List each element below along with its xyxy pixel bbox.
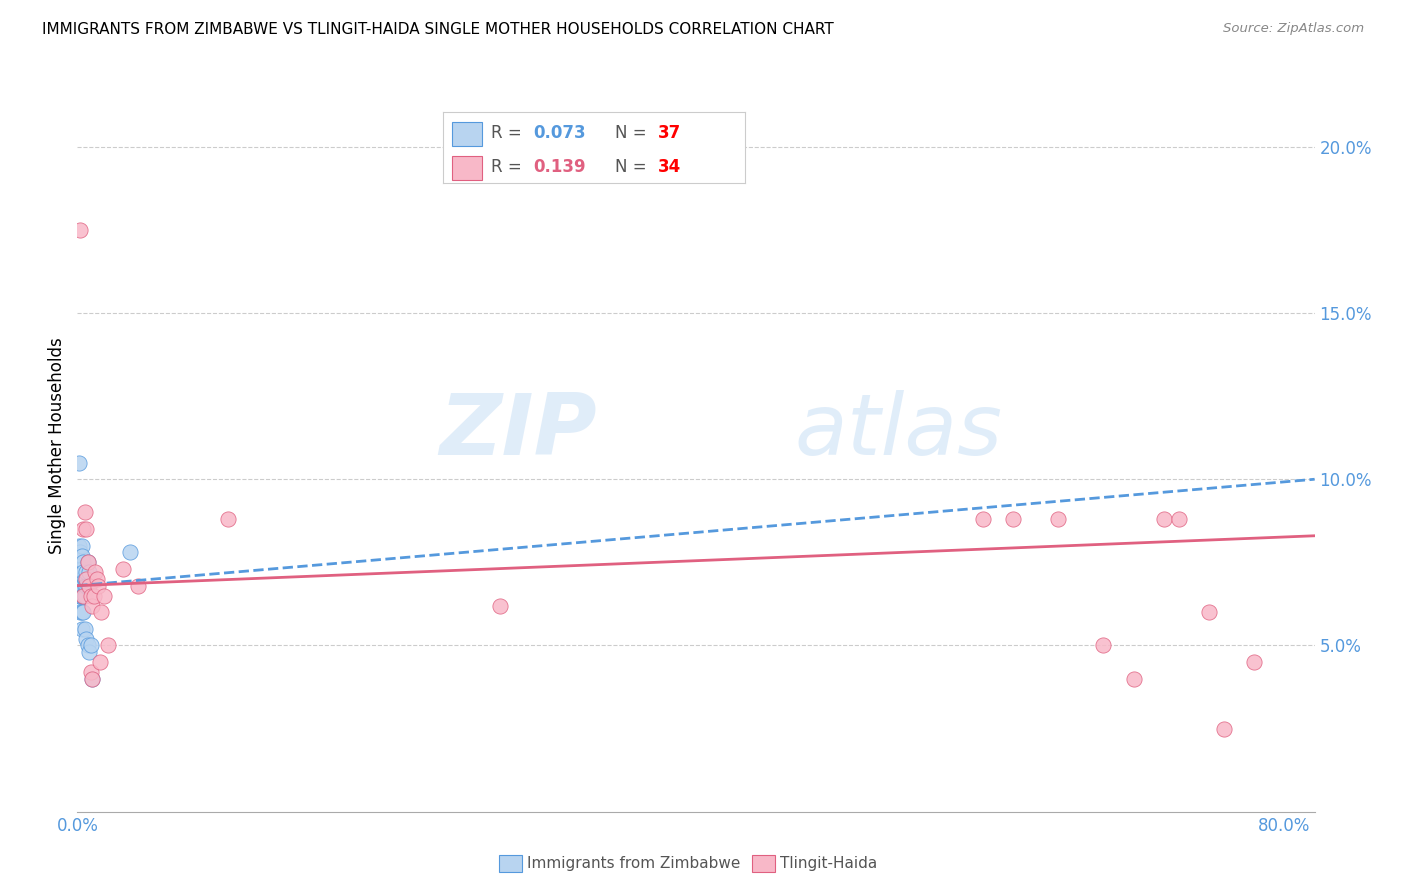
Point (75, 572, 97, 586)
Point (72, 566, 94, 580)
Text: Immigrants from Zimbabwe: Immigrants from Zimbabwe (527, 856, 741, 871)
Text: N =: N = (616, 158, 652, 176)
Point (80, 665, 103, 679)
Point (488, 599, 510, 613)
Point (75, 566, 97, 580)
Point (1167, 512, 1189, 526)
Point (69, 562, 91, 576)
Point (86, 572, 108, 586)
Point (69, 223, 91, 237)
Point (73, 589, 96, 603)
Point (70, 605, 93, 619)
Text: 0.139: 0.139 (534, 158, 586, 176)
Point (73, 622, 96, 636)
Text: ZIP: ZIP (439, 390, 598, 473)
Point (67, 589, 90, 603)
Point (90, 605, 112, 619)
Text: Tlingit-Haida: Tlingit-Haida (780, 856, 877, 871)
Point (89, 655, 111, 669)
Point (73, 572, 96, 586)
Point (84, 566, 107, 580)
Point (82, 672, 104, 686)
Point (1047, 512, 1070, 526)
FancyBboxPatch shape (451, 122, 482, 145)
Text: atlas: atlas (794, 390, 1002, 473)
Point (217, 512, 239, 526)
Text: 34: 34 (658, 158, 681, 176)
Point (77, 555, 100, 569)
Text: 37: 37 (658, 124, 681, 142)
Point (70, 562, 93, 576)
Point (77, 555, 100, 569)
Point (70, 622, 93, 636)
Point (75, 522, 97, 536)
Point (87, 579, 110, 593)
Point (67, 456, 90, 470)
Point (127, 579, 149, 593)
Point (79, 645, 101, 659)
Point (72, 589, 94, 603)
Point (75, 579, 97, 593)
Point (70, 539, 93, 553)
Text: Source: ZipAtlas.com: Source: ZipAtlas.com (1223, 22, 1364, 36)
Point (72, 605, 94, 619)
Point (120, 545, 142, 559)
Point (1213, 722, 1236, 736)
Point (1243, 655, 1265, 669)
Point (77, 639, 100, 653)
Point (69, 572, 91, 586)
Text: R =: R = (491, 124, 527, 142)
FancyBboxPatch shape (451, 156, 482, 180)
Point (111, 562, 134, 576)
Point (82, 672, 104, 686)
Point (1001, 512, 1024, 526)
Point (1153, 512, 1175, 526)
Text: R =: R = (491, 158, 533, 176)
Point (1092, 639, 1115, 653)
Point (83, 589, 105, 603)
Point (1122, 672, 1144, 686)
Text: 0.073: 0.073 (534, 124, 586, 142)
Point (70, 572, 93, 586)
Point (72, 522, 94, 536)
Point (972, 512, 994, 526)
Point (82, 599, 104, 613)
Point (79, 579, 101, 593)
Point (67, 539, 90, 553)
Point (69, 545, 91, 559)
Text: IMMIGRANTS FROM ZIMBABWE VS TLINGIT-HAIDA SINGLE MOTHER HOUSEHOLDS CORRELATION C: IMMIGRANTS FROM ZIMBABWE VS TLINGIT-HAID… (42, 22, 834, 37)
Point (70, 549, 93, 563)
Text: N =: N = (616, 124, 652, 142)
Point (70, 589, 93, 603)
Point (96, 639, 118, 653)
Point (73, 506, 96, 520)
Point (93, 589, 115, 603)
Point (79, 566, 101, 580)
Y-axis label: Single Mother Households: Single Mother Households (48, 338, 66, 554)
Point (1198, 605, 1220, 619)
Point (75, 632, 97, 646)
Point (80, 639, 103, 653)
Point (69, 579, 91, 593)
Point (73, 579, 96, 593)
Point (69, 589, 91, 603)
Point (72, 579, 94, 593)
Point (80, 589, 103, 603)
Point (77, 579, 100, 593)
Point (72, 555, 94, 569)
Point (70, 579, 93, 593)
Point (69, 605, 91, 619)
Point (72, 589, 94, 603)
